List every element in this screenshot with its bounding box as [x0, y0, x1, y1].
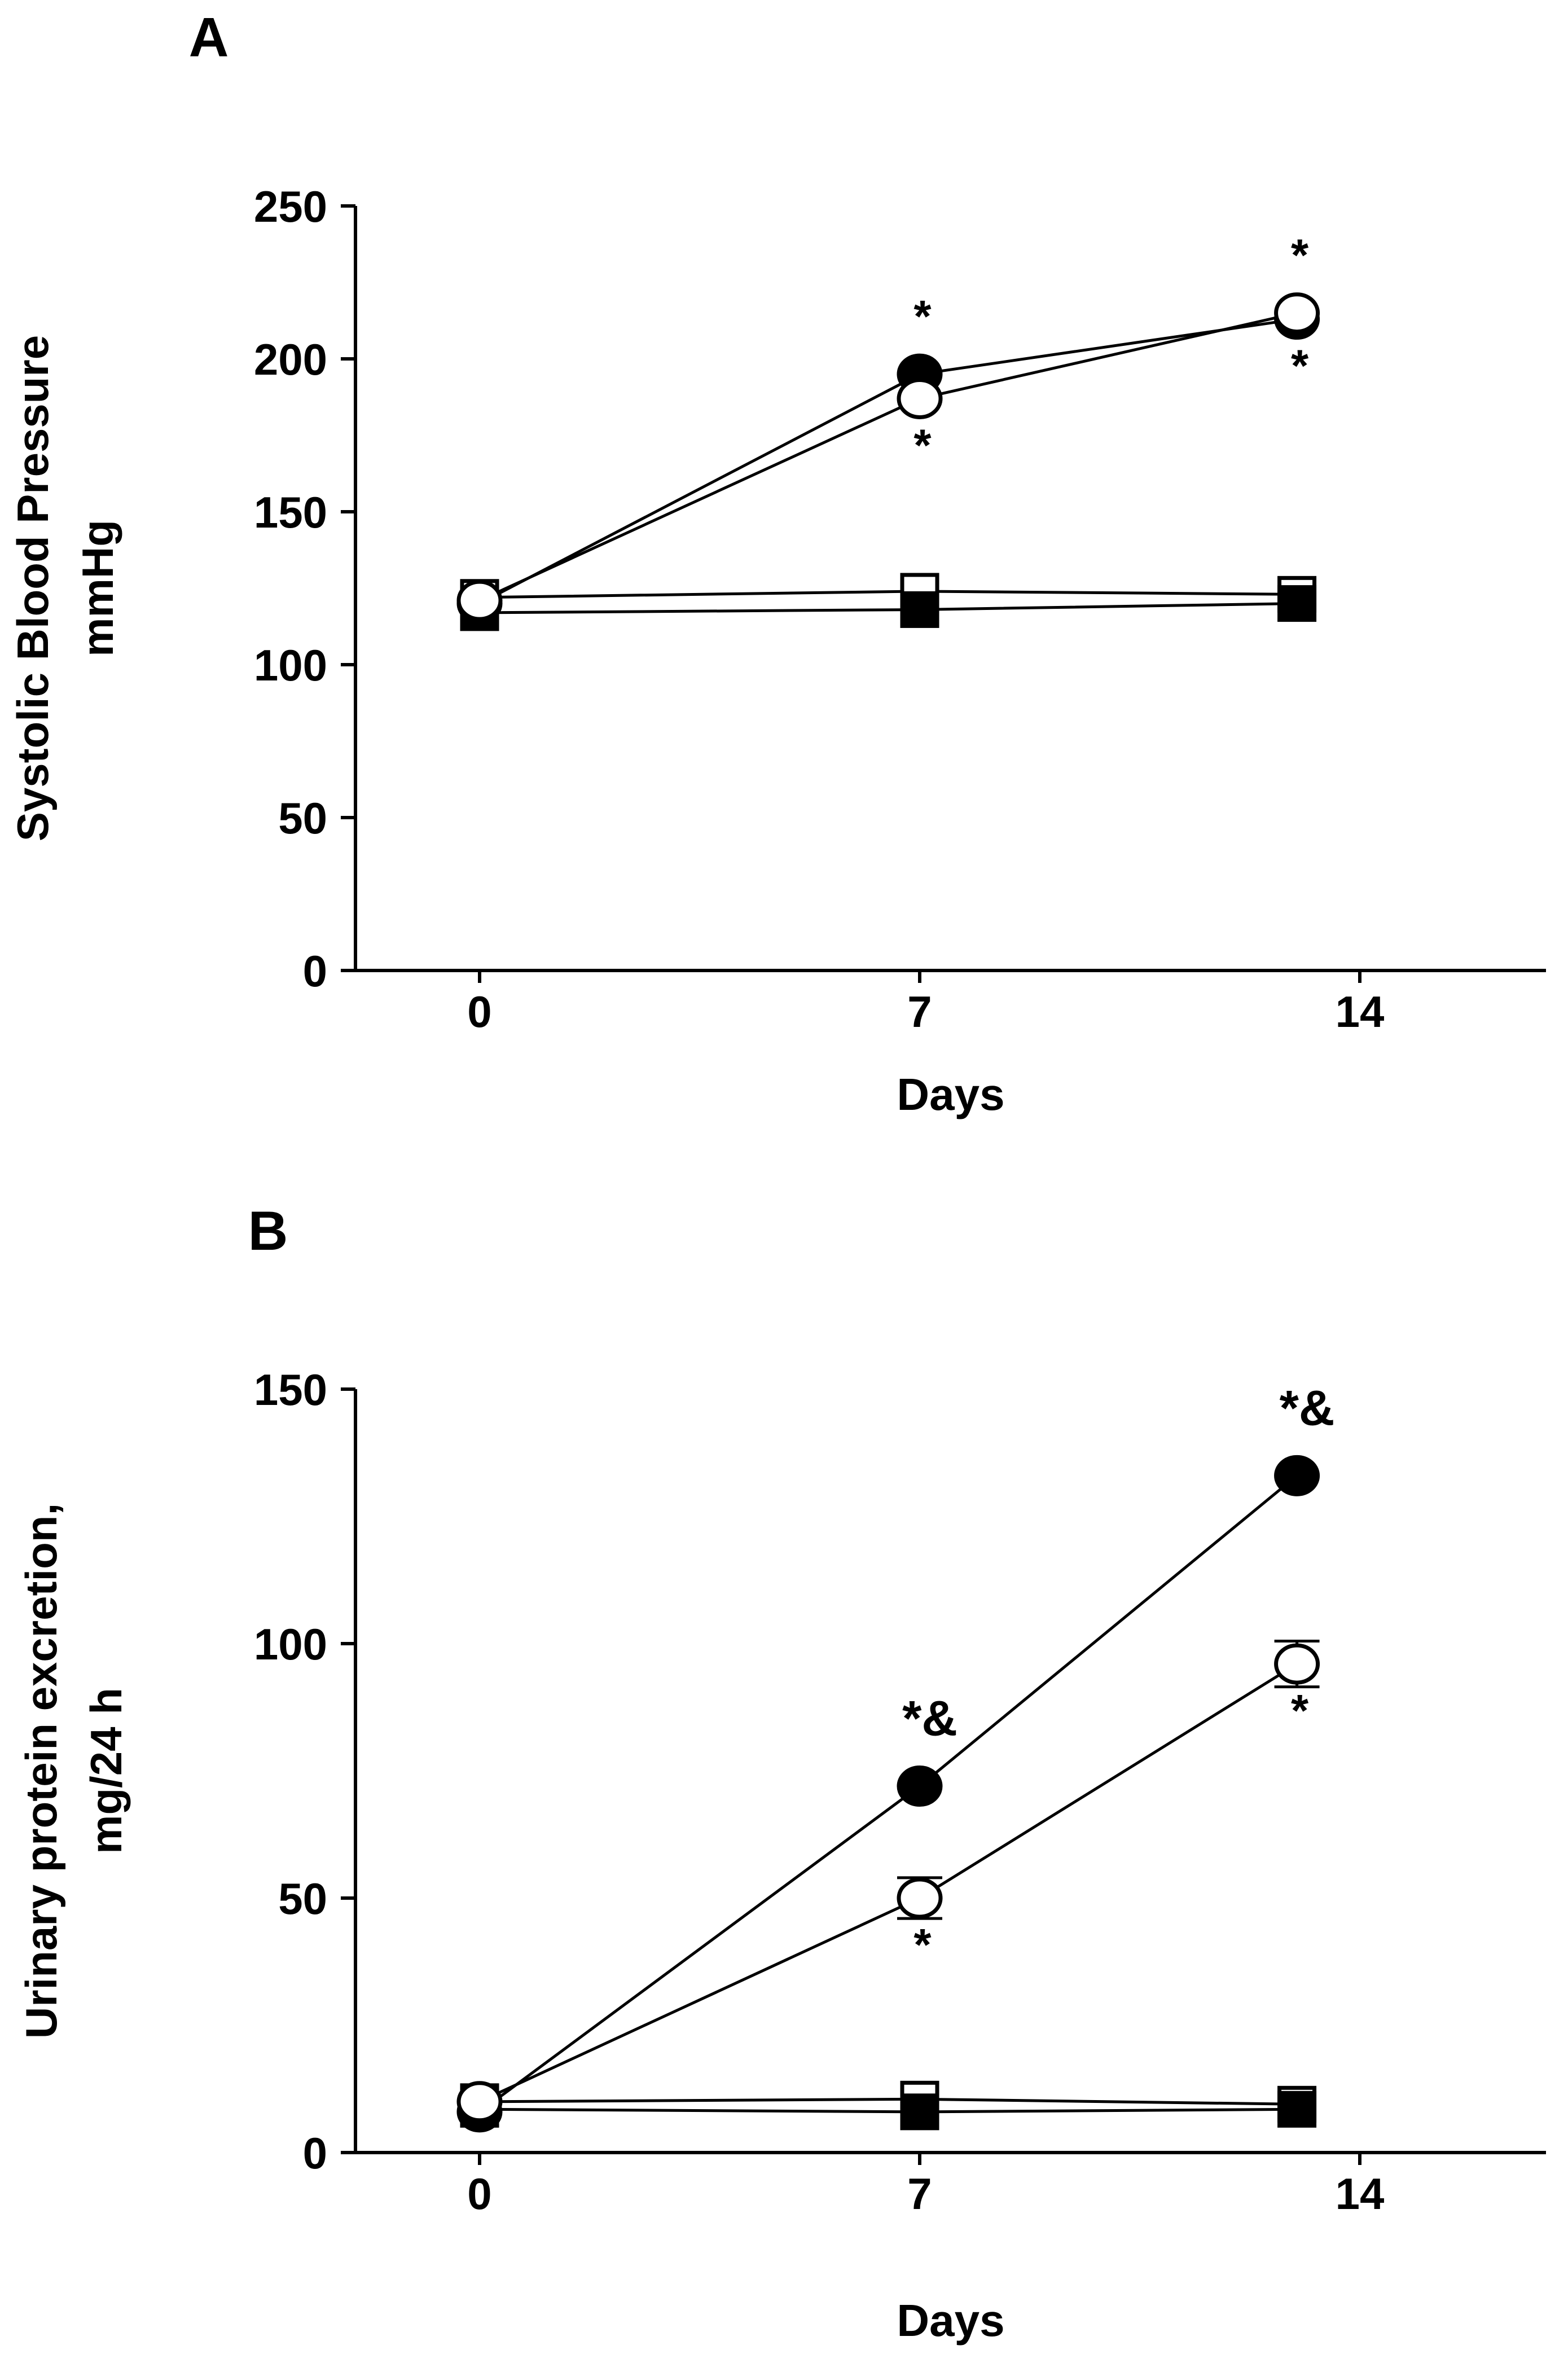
series-line-filled-square	[479, 2107, 1297, 2114]
data-point-open-circle	[1274, 292, 1320, 334]
x-tick-label: 14	[1336, 987, 1385, 1037]
y-tick-label: 100	[254, 1619, 327, 1669]
significance-marker: *	[1291, 1685, 1309, 1736]
data-point-open-circle	[1274, 1643, 1320, 1685]
y-tick-label: 250	[254, 182, 327, 231]
data-point-open-circle	[456, 579, 503, 621]
data-point-filled-circle	[897, 1766, 943, 1807]
x-tick-label: 0	[467, 987, 491, 1037]
data-point-filled-square	[900, 591, 939, 628]
y-tick-label: 150	[254, 1365, 327, 1415]
significance-marker: *	[1291, 230, 1309, 280]
data-point-filled-circle	[1274, 1455, 1320, 1496]
x-axis-label: Days	[897, 1069, 1004, 1119]
y-tick-label: 150	[254, 488, 327, 537]
significance-marker: *&	[902, 1690, 958, 1746]
x-tick-label: 14	[1336, 2169, 1385, 2219]
data-point-filled-square	[1277, 585, 1317, 622]
significance-marker: *	[913, 420, 932, 470]
y-tick-label: 50	[278, 793, 327, 843]
data-point-filled-square	[900, 2093, 939, 2131]
significance-marker: *	[913, 1920, 932, 1970]
series-line-open-square	[479, 590, 1297, 599]
x-tick-label: 0	[467, 2169, 491, 2219]
panel-label: B	[248, 1200, 288, 1262]
y-tick-label: 0	[303, 946, 327, 996]
series-line-open-square	[479, 2097, 1297, 2106]
y-tick-label: 200	[254, 335, 327, 384]
data-point-filled-square	[1277, 2091, 1317, 2128]
panel-a: A 0 50 100 150 200 250 0 7 14 Days Systolic Blood P…	[8, 6, 1546, 1119]
data-point-open-circle	[897, 377, 943, 419]
x-axis-label: Days	[897, 2295, 1004, 2346]
series-line-filled-square	[479, 602, 1297, 614]
panel-b: B 0 50 100 150 0 7 14 Days Urinary protein excret…	[16, 1200, 1546, 2346]
significance-marker: *&	[1280, 1380, 1335, 1435]
panel-label: A	[189, 6, 229, 68]
x-tick-label: 7	[907, 987, 932, 1037]
series-line-filled-circle	[478, 318, 1297, 605]
y-tick-label: 50	[278, 1874, 327, 1923]
series-line-open-circle	[478, 1662, 1298, 2103]
data-point-open-circle	[456, 2081, 503, 2123]
y-tick-label: 100	[254, 640, 327, 690]
x-tick-label: 7	[907, 2169, 932, 2219]
y-axis-label: Systolic Blood Pressure	[8, 335, 58, 841]
significance-marker: *	[1291, 341, 1309, 391]
data-point-open-circle	[897, 1877, 943, 1919]
y-tick-label: 0	[303, 2128, 327, 2178]
y-axis-label: mg/24 h	[81, 1688, 131, 1854]
y-axis-label: mmHg	[73, 520, 122, 657]
y-axis-label: Urinary protein excretion,	[16, 1503, 66, 2039]
series-line-filled-circle	[478, 1474, 1298, 2113]
significance-marker: *	[913, 291, 932, 341]
series-line-open-circle	[478, 311, 1298, 602]
